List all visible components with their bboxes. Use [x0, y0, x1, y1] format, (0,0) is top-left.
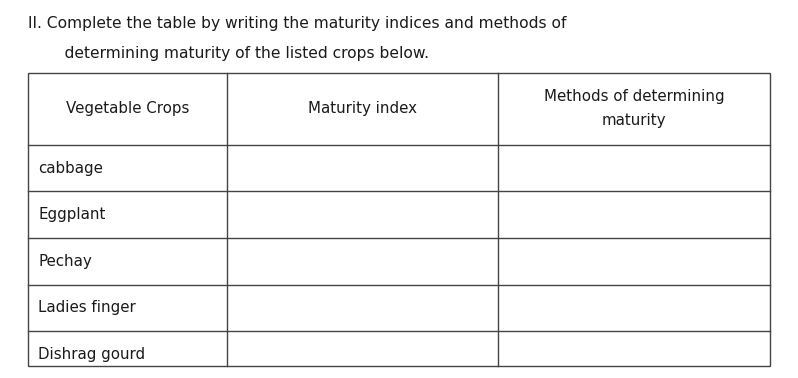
Text: determining maturity of the listed crops below.: determining maturity of the listed crops… [45, 46, 429, 61]
Text: maturity: maturity [602, 113, 666, 129]
Text: Maturity index: Maturity index [308, 102, 417, 116]
Text: Ladies finger: Ladies finger [38, 300, 136, 315]
Text: Vegetable Crops: Vegetable Crops [65, 102, 189, 116]
Text: cabbage: cabbage [38, 161, 103, 176]
Text: II. Complete the table by writing the maturity indices and methods of: II. Complete the table by writing the ma… [28, 16, 567, 31]
Text: Dishrag gourd: Dishrag gourd [38, 347, 145, 362]
Text: Eggplant: Eggplant [38, 207, 105, 222]
Text: Pechay: Pechay [38, 254, 92, 269]
Text: Methods of determining: Methods of determining [544, 90, 725, 104]
